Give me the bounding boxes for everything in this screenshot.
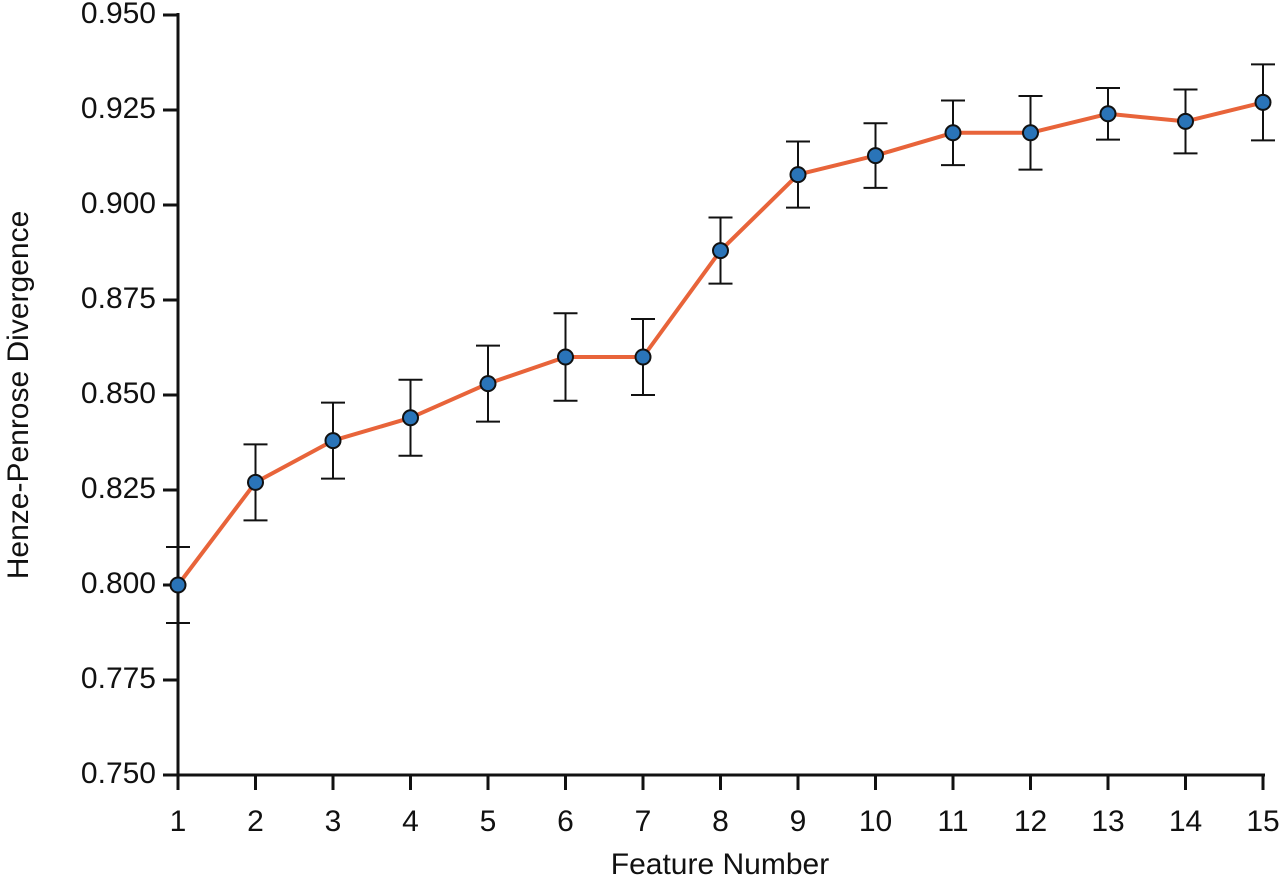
x-tick-label: 11	[937, 805, 968, 838]
marker	[402, 409, 419, 427]
x-tick-label: 7	[635, 805, 652, 838]
y-tick-label: 0.750	[81, 757, 156, 790]
y-axis-label: Henze-Penrose Divergence	[2, 211, 35, 580]
series-line	[176, 100, 1264, 587]
marker	[1177, 112, 1194, 130]
x-tick-label: 15	[1246, 805, 1279, 838]
x-tick-label: 5	[480, 805, 497, 838]
marker	[1254, 93, 1272, 111]
x-tick-label: 13	[1091, 805, 1124, 838]
marker	[169, 576, 187, 594]
y-tick-label: 0.875	[81, 282, 156, 315]
marker	[324, 432, 342, 450]
y-tick-label: 0.950	[81, 0, 156, 30]
marker	[944, 124, 962, 142]
marker	[479, 375, 497, 393]
x-tick-label: 3	[325, 805, 342, 838]
x-tick-label: 9	[790, 805, 807, 838]
x-tick-label: 14	[1169, 805, 1202, 838]
y-tick-label: 0.800	[81, 567, 156, 600]
y-tick-label: 0.900	[81, 187, 156, 220]
marker	[634, 348, 652, 366]
y-tick-label: 0.925	[81, 92, 156, 125]
marker	[1099, 105, 1117, 123]
x-tick-label: 2	[247, 805, 264, 838]
marker	[557, 348, 574, 366]
marker	[1022, 124, 1039, 142]
x-tick-label: 8	[712, 805, 729, 838]
marker	[712, 242, 729, 260]
marker	[867, 147, 884, 165]
x-tick-label: 10	[859, 805, 892, 838]
marker	[789, 166, 807, 184]
x-axis-label: Feature Number	[611, 848, 829, 881]
y-tick-label: 0.775	[81, 662, 156, 695]
x-tick-label: 1	[170, 805, 187, 838]
x-tick-label: 4	[402, 805, 419, 838]
x-tick-label: 6	[557, 805, 574, 838]
marker	[247, 473, 264, 491]
y-tick-label: 0.850	[81, 377, 156, 410]
y-tick-label: 0.825	[81, 472, 156, 505]
x-tick-label: 12	[1014, 805, 1047, 838]
